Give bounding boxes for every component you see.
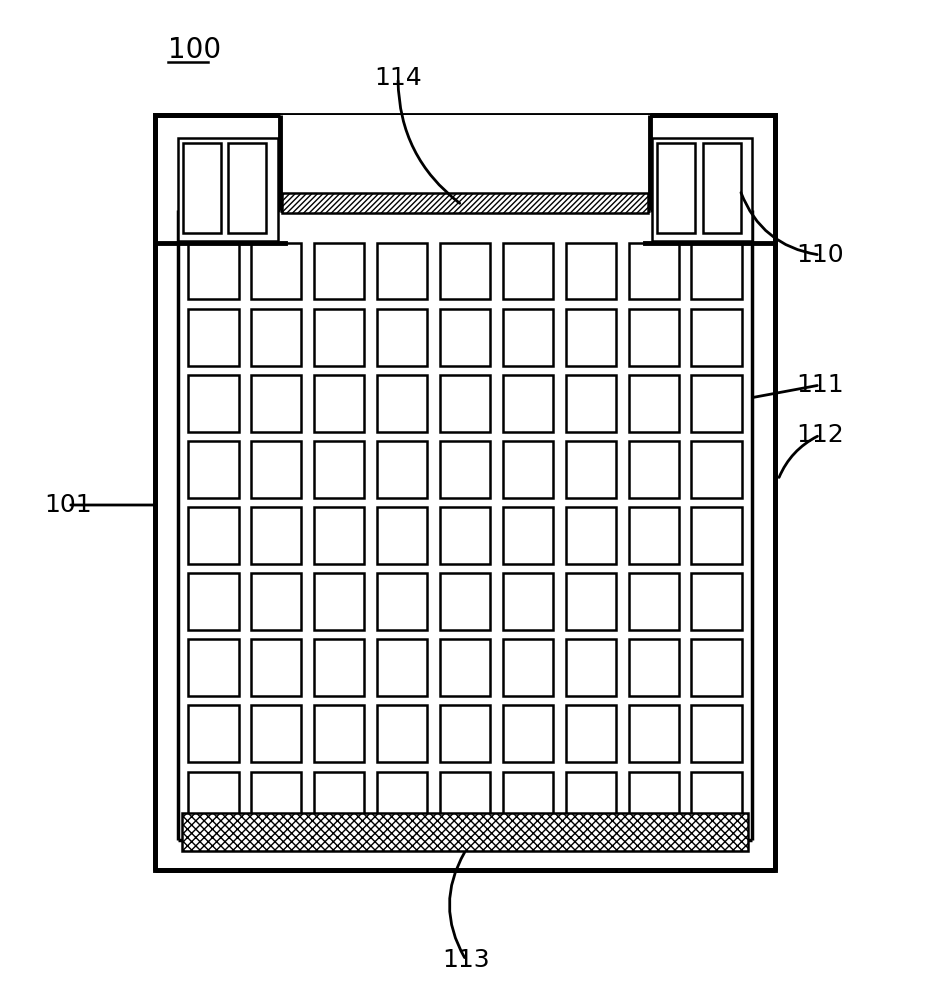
Bar (440, 705, 490, 762)
Bar (183, 143, 221, 233)
Bar (703, 143, 741, 233)
Text: 111: 111 (796, 373, 843, 397)
Bar (252, 705, 301, 762)
Bar (314, 375, 364, 432)
Bar (314, 309, 364, 366)
Bar (440, 639, 490, 696)
Bar (566, 507, 616, 564)
Bar (188, 772, 239, 828)
Bar (280, 115, 650, 210)
Bar (314, 772, 364, 828)
Bar (566, 573, 616, 630)
Bar (566, 772, 616, 828)
Bar (692, 705, 742, 762)
Bar (377, 507, 427, 564)
Bar (377, 309, 427, 366)
Bar (377, 243, 427, 299)
Text: 112: 112 (796, 423, 843, 447)
Bar (566, 243, 616, 299)
Bar (377, 441, 427, 498)
Bar (377, 639, 427, 696)
Bar (566, 375, 616, 432)
Bar (314, 639, 364, 696)
Bar (502, 772, 553, 828)
Bar (502, 441, 553, 498)
Bar (440, 507, 490, 564)
Bar (692, 243, 742, 299)
Bar (628, 507, 678, 564)
Bar (314, 573, 364, 630)
Bar (188, 705, 239, 762)
Bar (377, 375, 427, 432)
Bar (502, 375, 553, 432)
Bar (440, 243, 490, 299)
Bar (502, 507, 553, 564)
Bar (628, 375, 678, 432)
Bar (502, 309, 553, 366)
Bar (628, 309, 678, 366)
Bar (188, 507, 239, 564)
Bar (502, 243, 553, 299)
Text: 100: 100 (168, 36, 221, 64)
Bar (314, 441, 364, 498)
Bar (188, 243, 239, 299)
Bar (652, 138, 752, 241)
Text: 110: 110 (796, 243, 843, 267)
Bar (155, 115, 775, 870)
Bar (188, 375, 239, 432)
Bar (182, 813, 748, 851)
Bar (252, 772, 301, 828)
Bar (502, 573, 553, 630)
Bar (252, 573, 301, 630)
Text: 101: 101 (44, 493, 92, 517)
Bar (252, 243, 301, 299)
Bar (628, 573, 678, 630)
Bar (566, 705, 616, 762)
Bar (628, 243, 678, 299)
Bar (440, 441, 490, 498)
Bar (252, 309, 301, 366)
Bar (692, 309, 742, 366)
Bar (657, 143, 695, 233)
Bar (566, 309, 616, 366)
Bar (252, 375, 301, 432)
Bar (692, 639, 742, 696)
Bar (628, 441, 678, 498)
Bar (692, 573, 742, 630)
Bar (188, 573, 239, 630)
Bar (502, 639, 553, 696)
Bar (178, 138, 278, 241)
Bar (628, 772, 678, 828)
Bar (252, 507, 301, 564)
Bar (628, 639, 678, 696)
Bar (692, 441, 742, 498)
Bar (692, 375, 742, 432)
Bar (252, 441, 301, 498)
Bar (314, 705, 364, 762)
Bar (566, 639, 616, 696)
Bar (502, 705, 553, 762)
Bar (440, 573, 490, 630)
Bar (440, 375, 490, 432)
Bar (692, 772, 742, 828)
Bar (377, 705, 427, 762)
Bar (188, 639, 239, 696)
Bar (440, 772, 490, 828)
Bar (692, 507, 742, 564)
Bar (377, 573, 427, 630)
Bar (440, 309, 490, 366)
Bar (314, 507, 364, 564)
Bar (188, 441, 239, 498)
Bar (566, 441, 616, 498)
Bar (188, 309, 239, 366)
Text: 113: 113 (442, 948, 490, 972)
Bar (228, 143, 266, 233)
Bar (282, 193, 648, 213)
Bar (252, 639, 301, 696)
Bar (314, 243, 364, 299)
Bar (628, 705, 678, 762)
Bar (377, 772, 427, 828)
Text: 114: 114 (374, 66, 422, 90)
